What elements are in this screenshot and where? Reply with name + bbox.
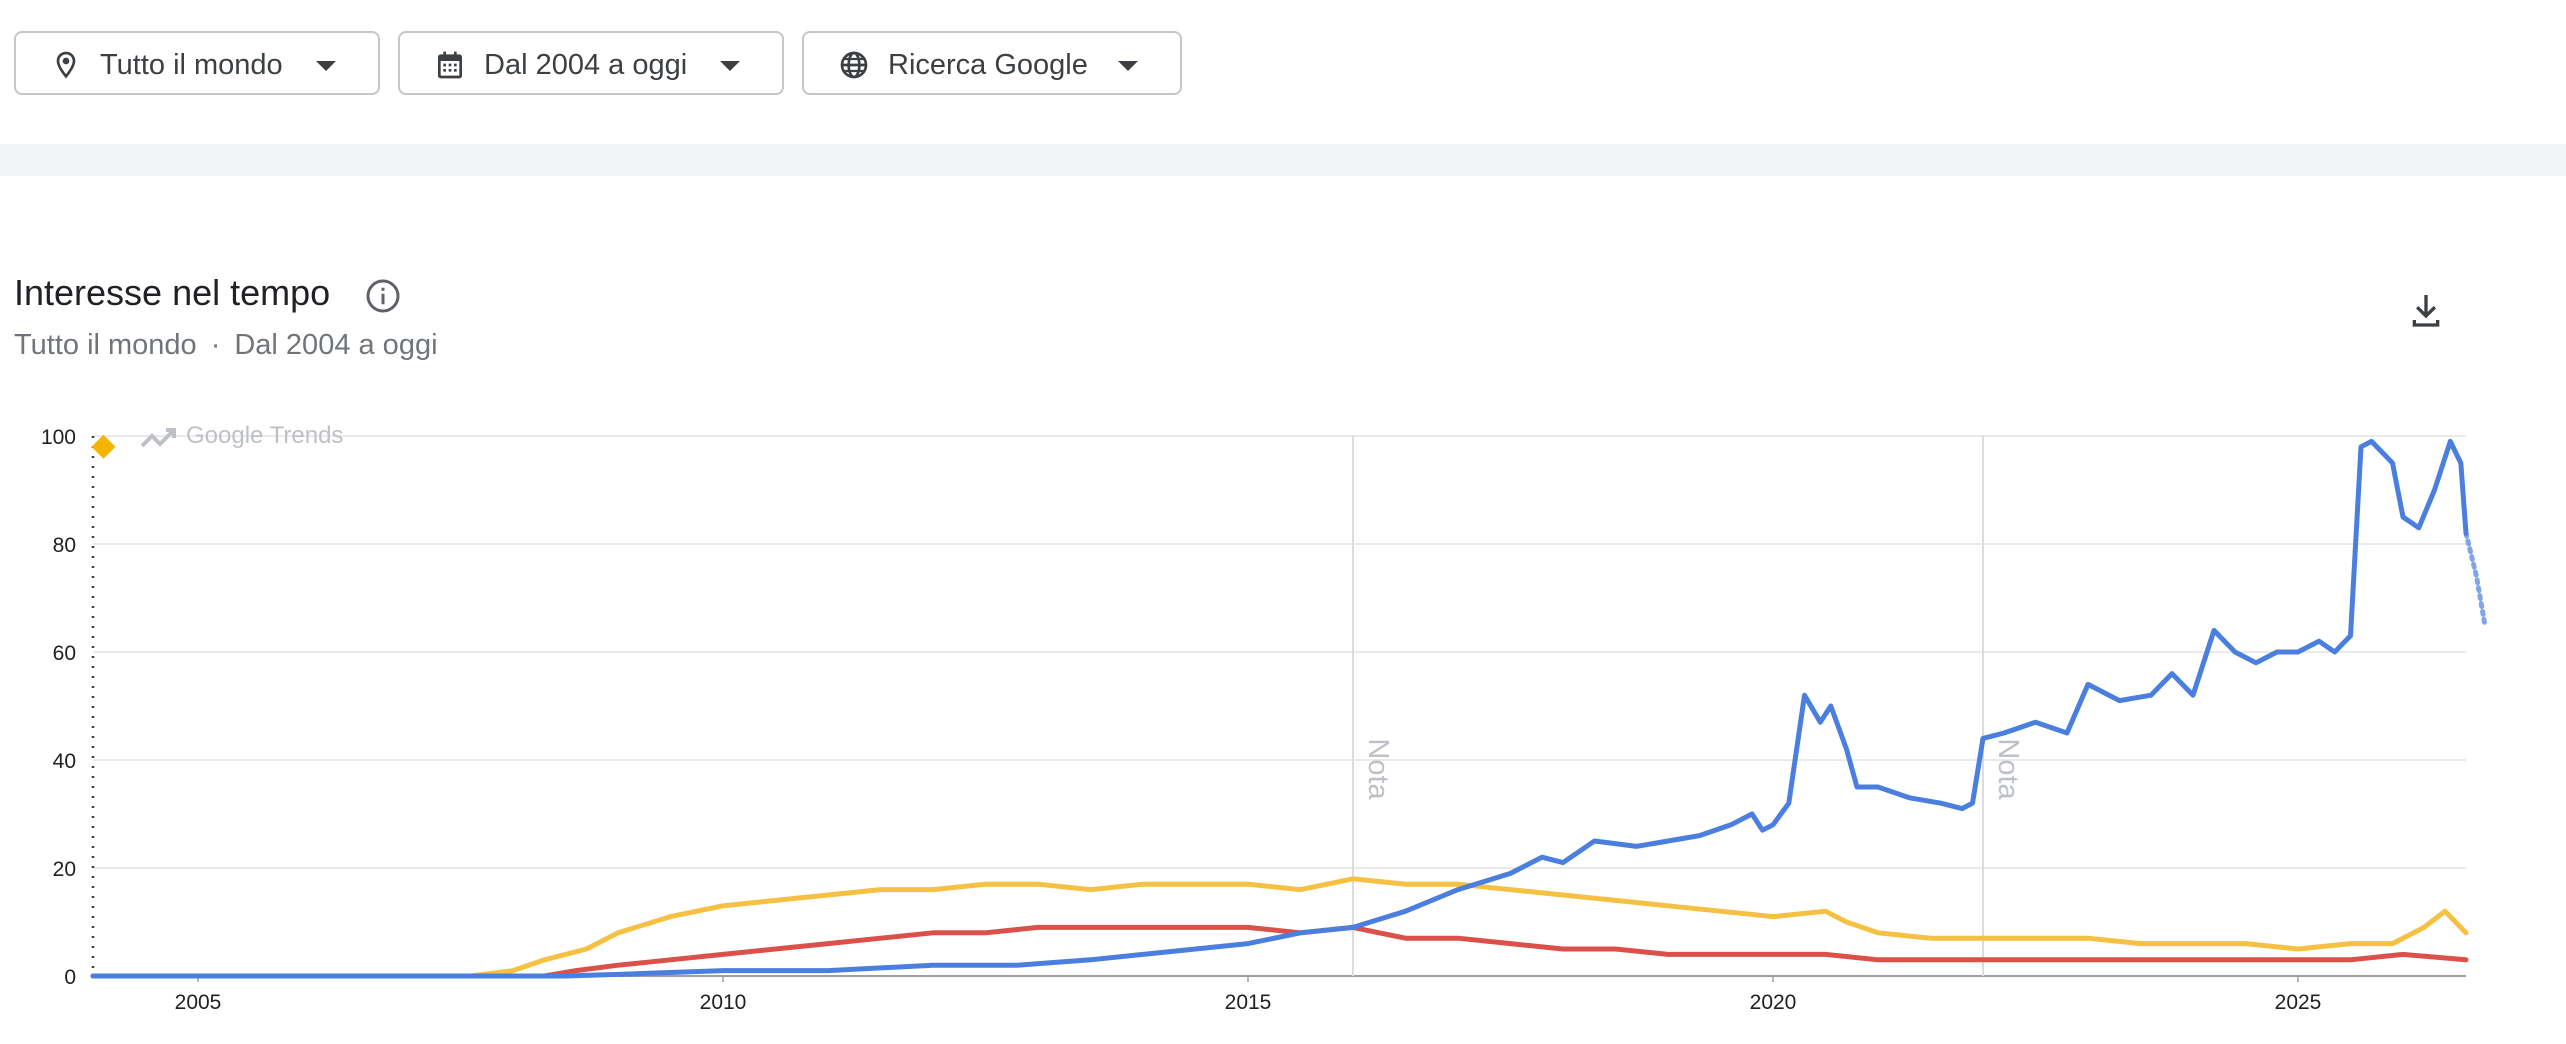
section-subtitle: Tutto il mondo · Dal 2004 a oggi — [14, 328, 438, 362]
trends-logo-icon — [140, 428, 176, 448]
location-filter-label: Tutto il mondo — [100, 49, 283, 81]
chevron-down-icon — [720, 61, 740, 71]
x-tick-label: 2020 — [1750, 991, 1797, 1014]
interest-over-time-card — [0, 176, 2566, 1044]
y-tick-label: 60 — [53, 642, 76, 665]
trend-chart: 0 20 40 60 80 100 2005 2010 2015 2020 2025 Nota Nota… — [41, 422, 2488, 1014]
chevron-down-icon — [1118, 61, 1138, 71]
time-filter-button[interactable]: Dal 2004 a oggi — [398, 31, 784, 95]
section-title: Interesse nel tempo — [14, 272, 331, 313]
subtitle-separator: · — [210, 329, 221, 361]
section-divider — [0, 144, 2566, 176]
series-line — [90, 876, 2469, 979]
location-filter-button[interactable]: Tutto il mondo — [14, 31, 380, 95]
info-icon[interactable] — [365, 278, 401, 314]
subtitle-time: Dal 2004 a oggi — [234, 329, 438, 361]
series-line — [90, 924, 2469, 979]
subtitle-location: Tutto il mondo — [14, 329, 197, 361]
y-tick-label: 40 — [53, 750, 76, 773]
property-filter-label: Ricerca Google — [888, 49, 1088, 81]
location-pin-icon — [56, 51, 76, 79]
y-tick-label: 20 — [53, 858, 76, 881]
chevron-down-icon — [316, 61, 336, 71]
x-tick-label: 2010 — [700, 991, 747, 1014]
y-tick-label: 100 — [41, 426, 76, 449]
annotation-label: Nota — [1992, 738, 2024, 800]
event-marker — [91, 434, 116, 459]
annotation-label: Nota — [1362, 738, 1394, 800]
x-tick-label: 2015 — [1225, 991, 1272, 1014]
time-filter-label: Dal 2004 a oggi — [484, 49, 688, 81]
property-filter-button[interactable]: Ricerca Google — [802, 31, 1182, 95]
series-partial-line — [2463, 530, 2488, 628]
download-icon[interactable] — [2406, 290, 2446, 330]
watermark-label: Google Trends — [186, 422, 343, 449]
calendar-icon — [438, 51, 462, 79]
globe-icon — [840, 51, 868, 79]
x-tick-label: 2025 — [2275, 991, 2322, 1014]
x-tick-label: 2005 — [175, 991, 222, 1014]
watermark: Google Trends — [140, 422, 343, 449]
y-tick-label: 80 — [53, 534, 76, 557]
y-tick-label: 0 — [64, 966, 76, 989]
series-line — [90, 438, 2469, 979]
filter-bar: Tutto il mondo Dal 2004 a oggi Ricerca G… — [0, 0, 2566, 144]
